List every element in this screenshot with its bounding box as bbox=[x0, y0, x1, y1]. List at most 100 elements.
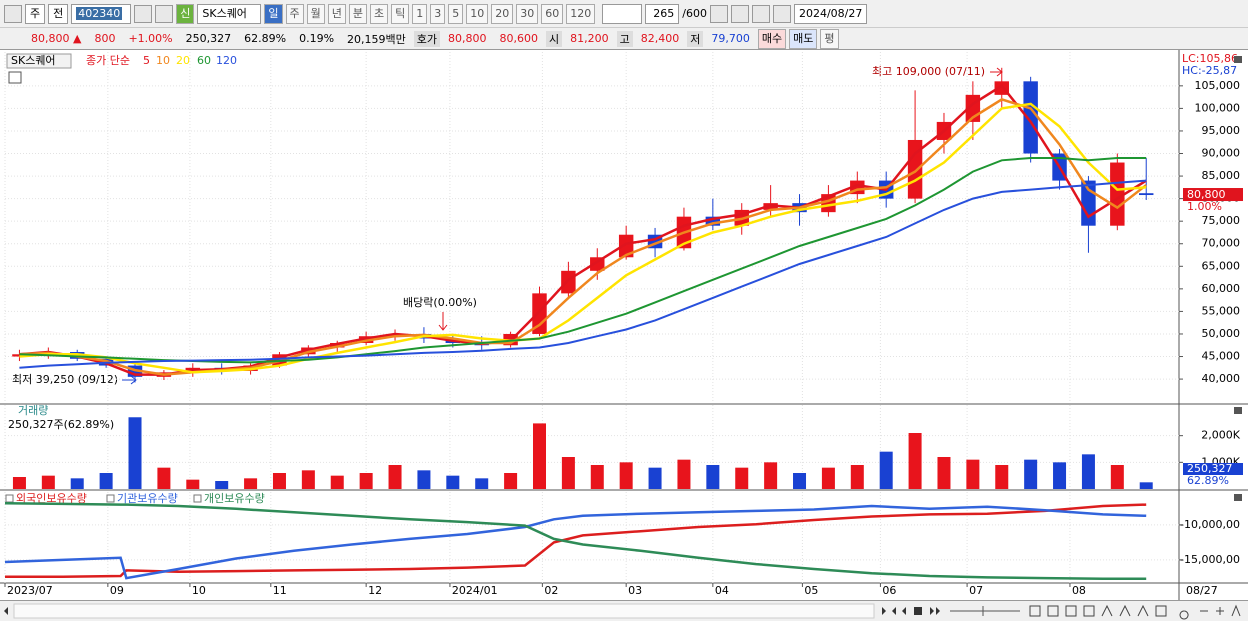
candle-body bbox=[561, 270, 576, 294]
candle-body bbox=[907, 139, 923, 199]
volume-bar bbox=[272, 473, 286, 489]
last-volume-box bbox=[1183, 463, 1243, 475]
interval-input[interactable] bbox=[602, 3, 643, 24]
volume-bar bbox=[417, 470, 431, 489]
zoom-slider[interactable] bbox=[950, 606, 1020, 616]
volume-bar bbox=[995, 465, 1009, 489]
last-volume-rate: 62.89% bbox=[1187, 474, 1229, 487]
volume-bar bbox=[821, 467, 835, 489]
volume-bar bbox=[850, 465, 864, 489]
volume-bar bbox=[793, 473, 807, 489]
y-tick-label: 65,000 bbox=[1202, 259, 1241, 272]
legend-item: 외국인보유수량 bbox=[16, 492, 87, 505]
legend-marker bbox=[193, 494, 202, 503]
volume: 250,327 bbox=[185, 32, 232, 45]
legend-item: 기관보유수량 bbox=[117, 492, 178, 505]
scroll-left[interactable] bbox=[4, 607, 8, 615]
toolbar: 주 전 402340 신 SK스퀘어 일 주 월 년 분 초 틱 1 3 5 1… bbox=[0, 0, 1248, 28]
period[interactable]: 일 bbox=[264, 3, 283, 24]
turnover: 0.19% bbox=[299, 32, 335, 45]
rate: +1.00% bbox=[128, 32, 173, 45]
x-tick-label: 11 bbox=[273, 584, 287, 597]
candle-body bbox=[532, 293, 547, 334]
new-badge: 신 bbox=[176, 3, 195, 24]
interval[interactable]: 3 bbox=[430, 3, 446, 24]
tool-icons[interactable] bbox=[1029, 604, 1241, 620]
period[interactable]: 주 bbox=[285, 3, 304, 24]
change: 800 bbox=[94, 32, 116, 45]
x-tick-label: 07 bbox=[969, 584, 983, 597]
volume-bar bbox=[128, 417, 142, 489]
market[interactable]: 주 bbox=[25, 3, 46, 24]
volume-bar bbox=[446, 475, 460, 489]
x-tick-label: 08 bbox=[1072, 584, 1086, 597]
y-tick-label: 55,000 bbox=[1202, 304, 1241, 317]
y-tick-label: 85,000 bbox=[1202, 169, 1241, 182]
tool[interactable] bbox=[730, 4, 749, 23]
volume-bar bbox=[966, 459, 980, 489]
volume-bar bbox=[70, 478, 84, 489]
label: 저 bbox=[687, 30, 704, 47]
scroll-buttons[interactable] bbox=[882, 607, 940, 615]
candle-body bbox=[618, 234, 634, 258]
bid: 80,600 bbox=[499, 32, 539, 45]
interval[interactable]: 10 bbox=[466, 3, 489, 24]
period[interactable]: 분 bbox=[348, 3, 367, 24]
volume-bar bbox=[561, 457, 575, 489]
ask: 80,800 bbox=[448, 32, 487, 45]
period[interactable]: 초 bbox=[370, 3, 389, 24]
sell[interactable]: 매도 bbox=[789, 28, 818, 49]
interval[interactable]: 120 bbox=[566, 3, 596, 24]
volume-bar bbox=[359, 473, 373, 489]
moving-average bbox=[19, 84, 1147, 376]
interval[interactable]: 20 bbox=[491, 3, 514, 24]
settings[interactable] bbox=[772, 4, 791, 23]
low: 79,700 bbox=[711, 32, 750, 45]
volume-bar bbox=[735, 467, 749, 489]
period[interactable]: 월 bbox=[306, 3, 325, 24]
panel-icon[interactable] bbox=[1234, 56, 1242, 63]
candle-body bbox=[705, 216, 721, 226]
volume-bar bbox=[504, 473, 518, 489]
interval[interactable]: 60 bbox=[541, 3, 564, 24]
current-price-label: 80,800 bbox=[1187, 188, 1226, 201]
avg[interactable]: 평 bbox=[820, 28, 839, 49]
legend-item: 120 bbox=[216, 54, 237, 67]
volume-bar bbox=[1024, 459, 1038, 489]
date[interactable]: 2024/08/27 bbox=[793, 3, 868, 24]
stock-name: SK스퀘어 bbox=[197, 3, 262, 24]
legend-item: 5 bbox=[143, 54, 150, 67]
current-rate: 1.00% bbox=[1187, 200, 1222, 213]
volume-bar bbox=[677, 459, 691, 489]
volume-bar bbox=[388, 465, 402, 489]
tool[interactable] bbox=[709, 4, 728, 23]
buy[interactable]: 매수 bbox=[757, 28, 787, 49]
interval[interactable]: 30 bbox=[516, 3, 539, 24]
current-price-box bbox=[1183, 188, 1243, 202]
search[interactable] bbox=[134, 4, 153, 23]
interval[interactable]: 5 bbox=[448, 3, 464, 24]
panel-icon[interactable] bbox=[1234, 494, 1242, 501]
annotation-dividend: 배당락(0.00%) bbox=[403, 296, 477, 309]
label: 호가 bbox=[413, 30, 441, 47]
x-tick-label: 02 bbox=[544, 584, 558, 597]
sound[interactable] bbox=[155, 4, 174, 23]
count[interactable]: 265 bbox=[645, 3, 680, 24]
icon[interactable] bbox=[4, 4, 22, 23]
interval[interactable]: 1 bbox=[412, 3, 428, 24]
volume-bar bbox=[330, 475, 344, 489]
y-tick-label: 105,000 bbox=[1195, 79, 1241, 92]
save[interactable] bbox=[751, 4, 770, 23]
scrollbar[interactable] bbox=[0, 600, 1248, 621]
y-tick-label: 60,000 bbox=[1202, 282, 1241, 295]
code-input[interactable]: 402340 bbox=[71, 3, 132, 24]
period[interactable]: 년 bbox=[327, 3, 346, 24]
prev[interactable]: 전 bbox=[48, 3, 69, 24]
scroll-track[interactable] bbox=[13, 603, 875, 619]
volume-bar bbox=[879, 451, 893, 489]
panel-icon[interactable] bbox=[1234, 407, 1242, 414]
y-tick-label: 100,000 bbox=[1195, 101, 1241, 114]
period[interactable]: 틱 bbox=[391, 3, 410, 24]
volume-bar bbox=[937, 457, 951, 489]
calendar-icon[interactable] bbox=[8, 71, 22, 84]
